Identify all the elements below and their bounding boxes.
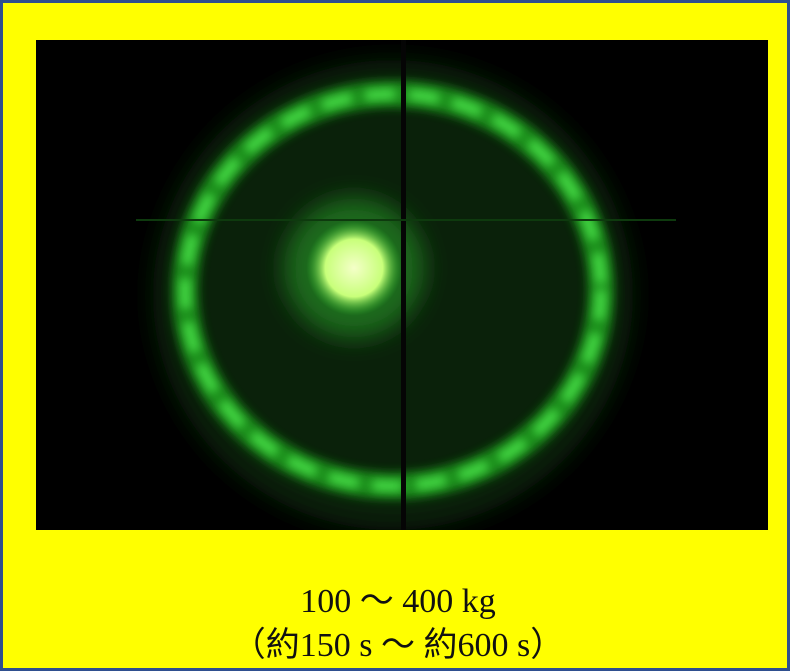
caption-line: （約150 s ～ 約600 s） (3, 617, 790, 666)
photo (36, 40, 768, 530)
figure-frame: 100 ～ 400 kg （約150 s ～ 約600 s） (0, 0, 790, 671)
caption-line: 100 ～ 400 kg (3, 573, 790, 622)
